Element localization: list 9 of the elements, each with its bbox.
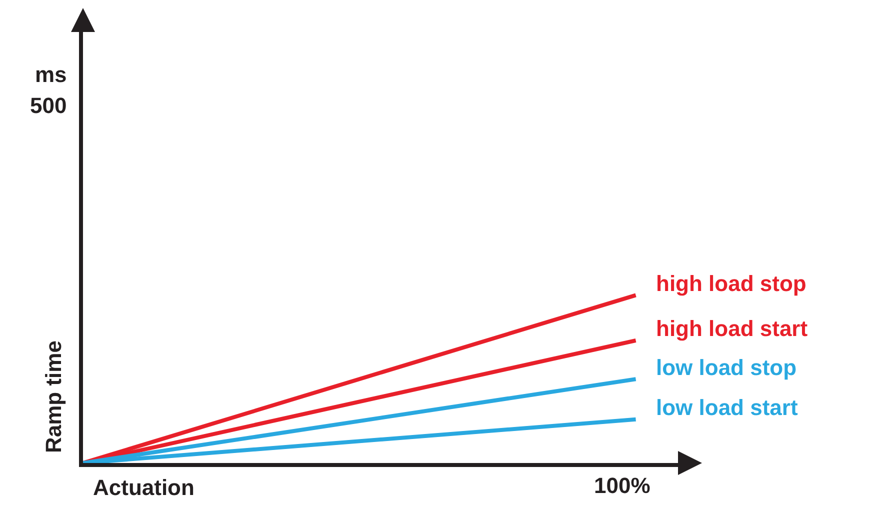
- series-label: high load start: [656, 316, 808, 341]
- x-axis-title: Actuation: [93, 475, 194, 500]
- text: 500: [30, 93, 67, 118]
- series-label: low load start: [656, 395, 798, 420]
- y-axis-title: Ramp time: [41, 340, 66, 453]
- text: ms: [35, 62, 67, 87]
- text: 100%: [594, 473, 650, 498]
- series-label: high load stop: [656, 271, 806, 296]
- series-label: low load stop: [656, 355, 797, 380]
